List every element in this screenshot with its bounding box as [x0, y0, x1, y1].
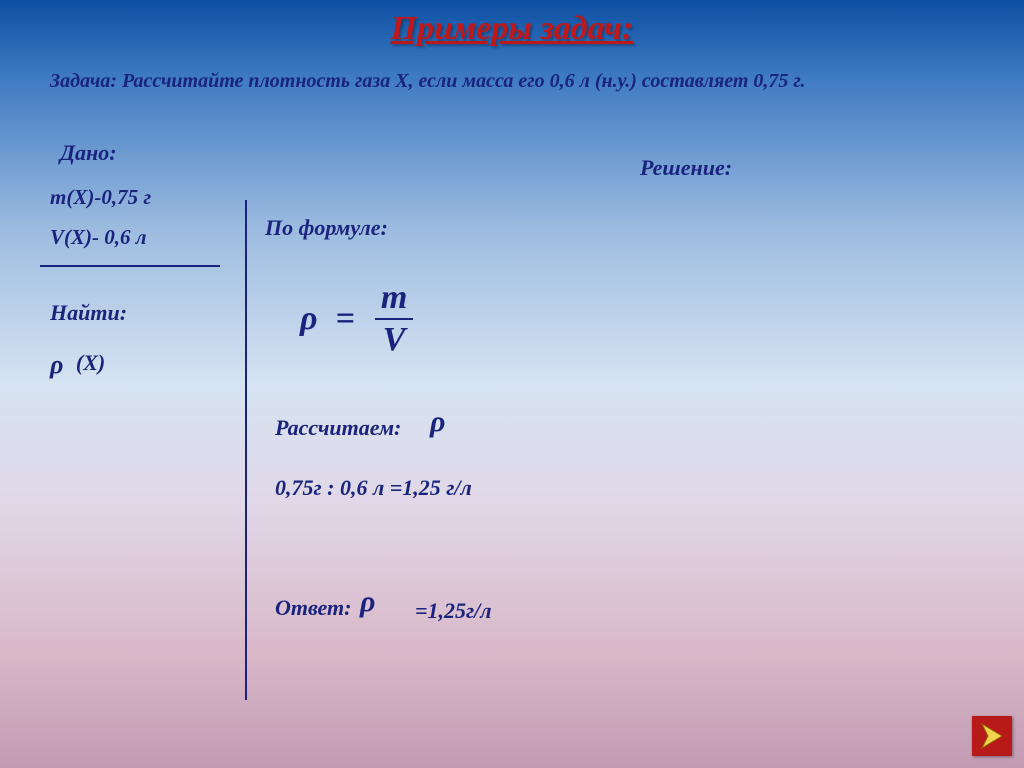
- calculate-label: Рассчитаем:: [275, 415, 401, 441]
- formula-fraction: m V: [373, 280, 415, 357]
- answer-value: =1,25г/л: [415, 598, 492, 624]
- density-formula: ρ = m V: [300, 280, 415, 357]
- solution-label: Решение:: [640, 155, 732, 181]
- answer-symbol: ρ: [360, 585, 375, 619]
- given-label: Дано:: [60, 140, 117, 166]
- slide-title: Примеры задач:: [0, 10, 1024, 48]
- find-arg: (X): [76, 350, 105, 375]
- given-divider: [40, 265, 220, 267]
- given-line-1: m(X)-0,75 г: [50, 185, 151, 210]
- vertical-divider: [245, 200, 247, 700]
- answer-label: Ответ:: [275, 595, 351, 621]
- find-label: Найти:: [50, 300, 127, 326]
- calculate-symbol: ρ: [430, 405, 445, 439]
- arrow-icon: [978, 722, 1006, 750]
- formula-numerator: m: [373, 280, 415, 318]
- formula-lhs: ρ: [300, 300, 318, 338]
- rho-symbol: ρ: [50, 350, 63, 379]
- calculation-expression: 0,75г : 0,6 л =1,25 г/л: [275, 475, 472, 501]
- formula-denominator: V: [375, 318, 414, 358]
- by-formula-label: По формуле:: [265, 215, 388, 241]
- problem-statement: Задача: Рассчитайте плотность газа X, ес…: [50, 70, 970, 93]
- next-button[interactable]: [972, 716, 1012, 756]
- formula-eq: =: [336, 300, 355, 338]
- given-line-2: V(X)- 0,6 л: [50, 225, 147, 250]
- slide: Примеры задач: Задача: Рассчитайте плотн…: [0, 0, 1024, 768]
- find-expression: ρ (X): [50, 350, 105, 380]
